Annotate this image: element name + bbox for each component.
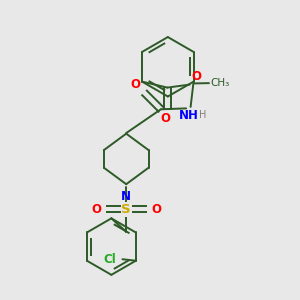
Text: S: S bbox=[122, 203, 131, 216]
Text: Cl: Cl bbox=[104, 253, 116, 266]
Text: O: O bbox=[130, 78, 140, 92]
Text: N: N bbox=[121, 190, 131, 202]
Text: O: O bbox=[191, 70, 201, 83]
Text: NH: NH bbox=[179, 109, 199, 122]
Text: CH₃: CH₃ bbox=[211, 78, 230, 88]
Text: H: H bbox=[199, 110, 206, 120]
Text: O: O bbox=[151, 203, 161, 216]
Text: O: O bbox=[160, 112, 170, 125]
Text: O: O bbox=[92, 203, 102, 216]
